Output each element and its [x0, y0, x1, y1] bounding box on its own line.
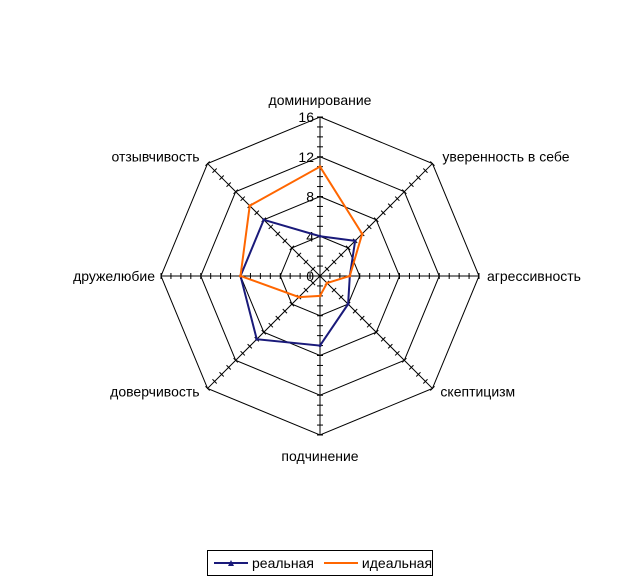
- axis-tick-mark: [380, 210, 386, 216]
- legend-item-real: реальная: [214, 555, 314, 571]
- axis-tick-mark: [226, 364, 232, 370]
- axis-tick-mark: [345, 245, 351, 251]
- series-1-point-3: [325, 281, 329, 285]
- axis-tick-mark: [429, 161, 435, 167]
- axis-tick-mark: [219, 371, 225, 377]
- axis-tick-mark: [303, 259, 309, 265]
- series-1-point-6: [239, 274, 242, 278]
- series-1-point-4: [318, 294, 322, 298]
- series-1-point-2: [348, 274, 352, 278]
- axis-tick-mark: [275, 231, 281, 237]
- axis-tick-mark: [380, 336, 386, 342]
- axis-tick-mark: [373, 217, 379, 223]
- axis-tick-mark: [282, 308, 288, 314]
- tick-label-8: 8: [306, 189, 314, 205]
- axis-label-4: подчинение: [281, 448, 358, 464]
- axis-tick-mark: [240, 350, 246, 356]
- axis-tick-mark: [338, 294, 344, 300]
- axis-tick-mark: [331, 287, 337, 293]
- axis-tick-mark: [233, 189, 239, 195]
- axis-tick-mark: [254, 210, 260, 216]
- axis-tick-mark: [205, 161, 211, 167]
- axis-tick-mark: [310, 266, 316, 272]
- legend-label-ideal: идеальная: [361, 555, 433, 571]
- axis-tick-mark: [324, 266, 330, 272]
- axis-label-3: скептицизм: [440, 383, 515, 399]
- axis-tick-mark: [387, 343, 393, 349]
- radar-axis-labels: доминирование уверенность в себе агрессивн…: [73, 92, 581, 464]
- axis-tick-mark: [331, 259, 337, 265]
- axis-tick-mark: [366, 322, 372, 328]
- tick-label-12: 12: [298, 149, 314, 165]
- axis-tick-mark: [205, 385, 211, 391]
- axis-label-0: доминирование: [269, 92, 372, 108]
- axis-tick-mark: [415, 175, 421, 181]
- series-1-point-1: [360, 232, 364, 236]
- axis-tick-mark: [289, 301, 295, 307]
- axis-tick-mark: [268, 224, 274, 230]
- axis-tick-mark: [408, 364, 414, 370]
- axis-label-7: отзывчивость: [111, 149, 199, 165]
- axis-tick-mark: [387, 203, 393, 209]
- axis-tick-mark: [212, 378, 218, 384]
- series-1-point-0: [318, 165, 322, 169]
- axis-tick-mark: [408, 182, 414, 188]
- axis-tick-mark: [289, 245, 295, 251]
- legend-label-real: реальная: [252, 555, 314, 571]
- axis-tick-mark: [338, 252, 344, 258]
- axis-label-6: дружелюбие: [73, 268, 155, 284]
- axis-tick-mark: [303, 287, 309, 293]
- legend-swatch-ideal: [323, 557, 358, 569]
- axis-tick-mark: [415, 371, 421, 377]
- axis-tick-mark: [240, 196, 246, 202]
- axis-tick-mark: [429, 385, 435, 391]
- axis-label-2: агрессивность: [487, 268, 581, 284]
- axis-tick-mark: [366, 224, 372, 230]
- axis-tick-mark: [352, 308, 358, 314]
- series-0-point-3: [346, 302, 350, 306]
- tick-label-16: 16: [298, 109, 314, 125]
- series-1-point-7: [248, 204, 252, 208]
- axis-tick-mark: [226, 182, 232, 188]
- axis-tick-mark: [212, 168, 218, 174]
- axis-label-1: уверенность в себе: [442, 149, 569, 165]
- series-1-point-5: [297, 295, 301, 299]
- axis-tick-mark: [394, 350, 400, 356]
- tick-label-4: 4: [306, 228, 314, 244]
- series-0-point-4: [318, 344, 322, 348]
- series-0-point-5: [255, 337, 259, 341]
- axis-tick-mark: [247, 343, 253, 349]
- legend-swatch-real: [214, 557, 248, 569]
- axis-tick-mark: [373, 329, 379, 335]
- axis-tick-mark: [275, 315, 281, 321]
- axis-tick-mark: [296, 252, 302, 258]
- series-0-point-0: [318, 234, 322, 238]
- radar-axes: [160, 116, 480, 436]
- axis-tick-mark: [268, 322, 274, 328]
- series-0-point-7: [262, 218, 266, 222]
- axis-tick-mark: [394, 196, 400, 202]
- axis-label-5: доверчивость: [110, 383, 199, 399]
- legend-item-ideal: идеальная: [323, 555, 433, 571]
- legend: реальная идеальная: [207, 550, 433, 576]
- axis-tick-mark: [422, 378, 428, 384]
- axis-tick-mark: [401, 189, 407, 195]
- radar-tick-labels: 0 4 8 12 16: [298, 109, 314, 284]
- tick-label-0: 0: [306, 268, 314, 284]
- axis-tick-mark: [359, 315, 365, 321]
- axis-tick-mark: [261, 329, 267, 335]
- axis-tick-mark: [401, 357, 407, 363]
- axis-tick-mark: [282, 238, 288, 244]
- axis-tick-mark: [219, 175, 225, 181]
- axis-tick-mark: [422, 168, 428, 174]
- axis-tick-mark: [233, 357, 239, 363]
- series-0-point-1: [353, 239, 357, 243]
- radar-series: [239, 165, 364, 348]
- axis-tick-mark: [310, 280, 316, 286]
